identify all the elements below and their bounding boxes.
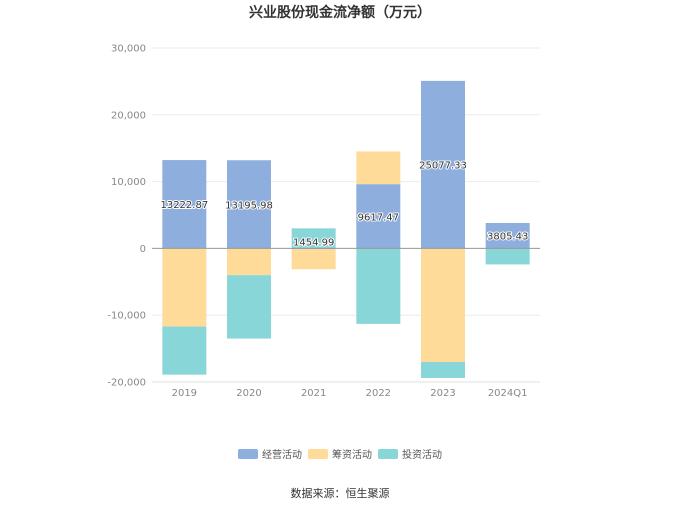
x-tick-label: 2020: [236, 388, 261, 399]
gridlines: [152, 47, 540, 383]
bar-经营活动-2024Q1[interactable]: [485, 222, 530, 249]
y-tick-label: 0: [140, 244, 146, 255]
legend-swatch: [308, 449, 328, 459]
bar-筹资活动-2023[interactable]: [421, 248, 465, 362]
bar-投资活动-2019[interactable]: [162, 326, 207, 375]
data-label: 9617.47: [358, 212, 399, 223]
bar-筹资活动-2022[interactable]: [356, 151, 401, 185]
data-labels: 13222.87 13195.98 1454.99 9617.47 25077.33 38…: [159, 160, 529, 250]
legend-swatch: [378, 449, 398, 459]
bar-筹资活动-2019[interactable]: [162, 248, 207, 327]
x-tick-label: 2021: [301, 388, 326, 399]
x-tick-label: 2019: [172, 388, 197, 399]
legend-label: 筹资活动: [332, 448, 372, 461]
x-tick-label: 2022: [366, 388, 391, 399]
legend-item-经营活动[interactable]: 经营活动: [238, 448, 302, 461]
bar-投资活动-2024Q1[interactable]: [485, 248, 530, 265]
bars: [162, 80, 530, 378]
y-tick-label: 30,000: [111, 44, 146, 55]
bar-经营活动-2020[interactable]: [227, 160, 271, 249]
bar-经营活动-2019[interactable]: [162, 160, 207, 249]
bar-投资活动-2021[interactable]: [291, 228, 336, 249]
data-source: 数据来源：恒生聚源: [291, 486, 390, 500]
data-label: 1454.99: [293, 237, 334, 248]
y-tick-label: 20,000: [111, 110, 146, 121]
bar-筹资活动-2020[interactable]: [227, 248, 271, 276]
bar-经营活动-2022[interactable]: [356, 184, 401, 249]
legend-item-筹资活动[interactable]: 筹资活动: [308, 448, 372, 461]
chart-title: 兴业股份现金流净额（万元）: [249, 4, 431, 21]
y-tick-label: -10,000: [107, 311, 146, 322]
x-tick-label: 2024Q1: [488, 388, 528, 399]
x-tick-label: 2023: [430, 388, 455, 399]
legend-swatch: [238, 449, 258, 459]
data-label: 13195.98: [225, 200, 273, 211]
bar-投资活动-2020[interactable]: [227, 275, 271, 339]
bar-投资活动-2023[interactable]: [421, 361, 465, 378]
legend-item-投资活动[interactable]: 投资活动: [378, 448, 442, 461]
data-label: 13222.87: [160, 200, 208, 211]
data-label: 25077.33: [419, 161, 467, 172]
legend-label: 投资活动: [402, 448, 442, 461]
data-label: 3805.43: [487, 232, 528, 243]
y-tick-label: -20,000: [107, 378, 146, 389]
bar-经营活动-2023[interactable]: [421, 80, 465, 249]
bar-投资活动-2022[interactable]: [356, 248, 401, 324]
y-tick-label: 10,000: [111, 177, 146, 188]
legend[interactable]: 经营活动 筹资活动 投资活动: [238, 448, 442, 461]
bar-筹资活动-2021[interactable]: [291, 249, 336, 270]
x-axis-ticks: 2019 2020 2021 2022 2023 2024Q1: [152, 381, 540, 399]
legend-label: 经营活动: [262, 448, 302, 461]
y-axis-ticks: 30,000 20,000 10,000 0 -10,000 -20,000: [107, 44, 146, 389]
